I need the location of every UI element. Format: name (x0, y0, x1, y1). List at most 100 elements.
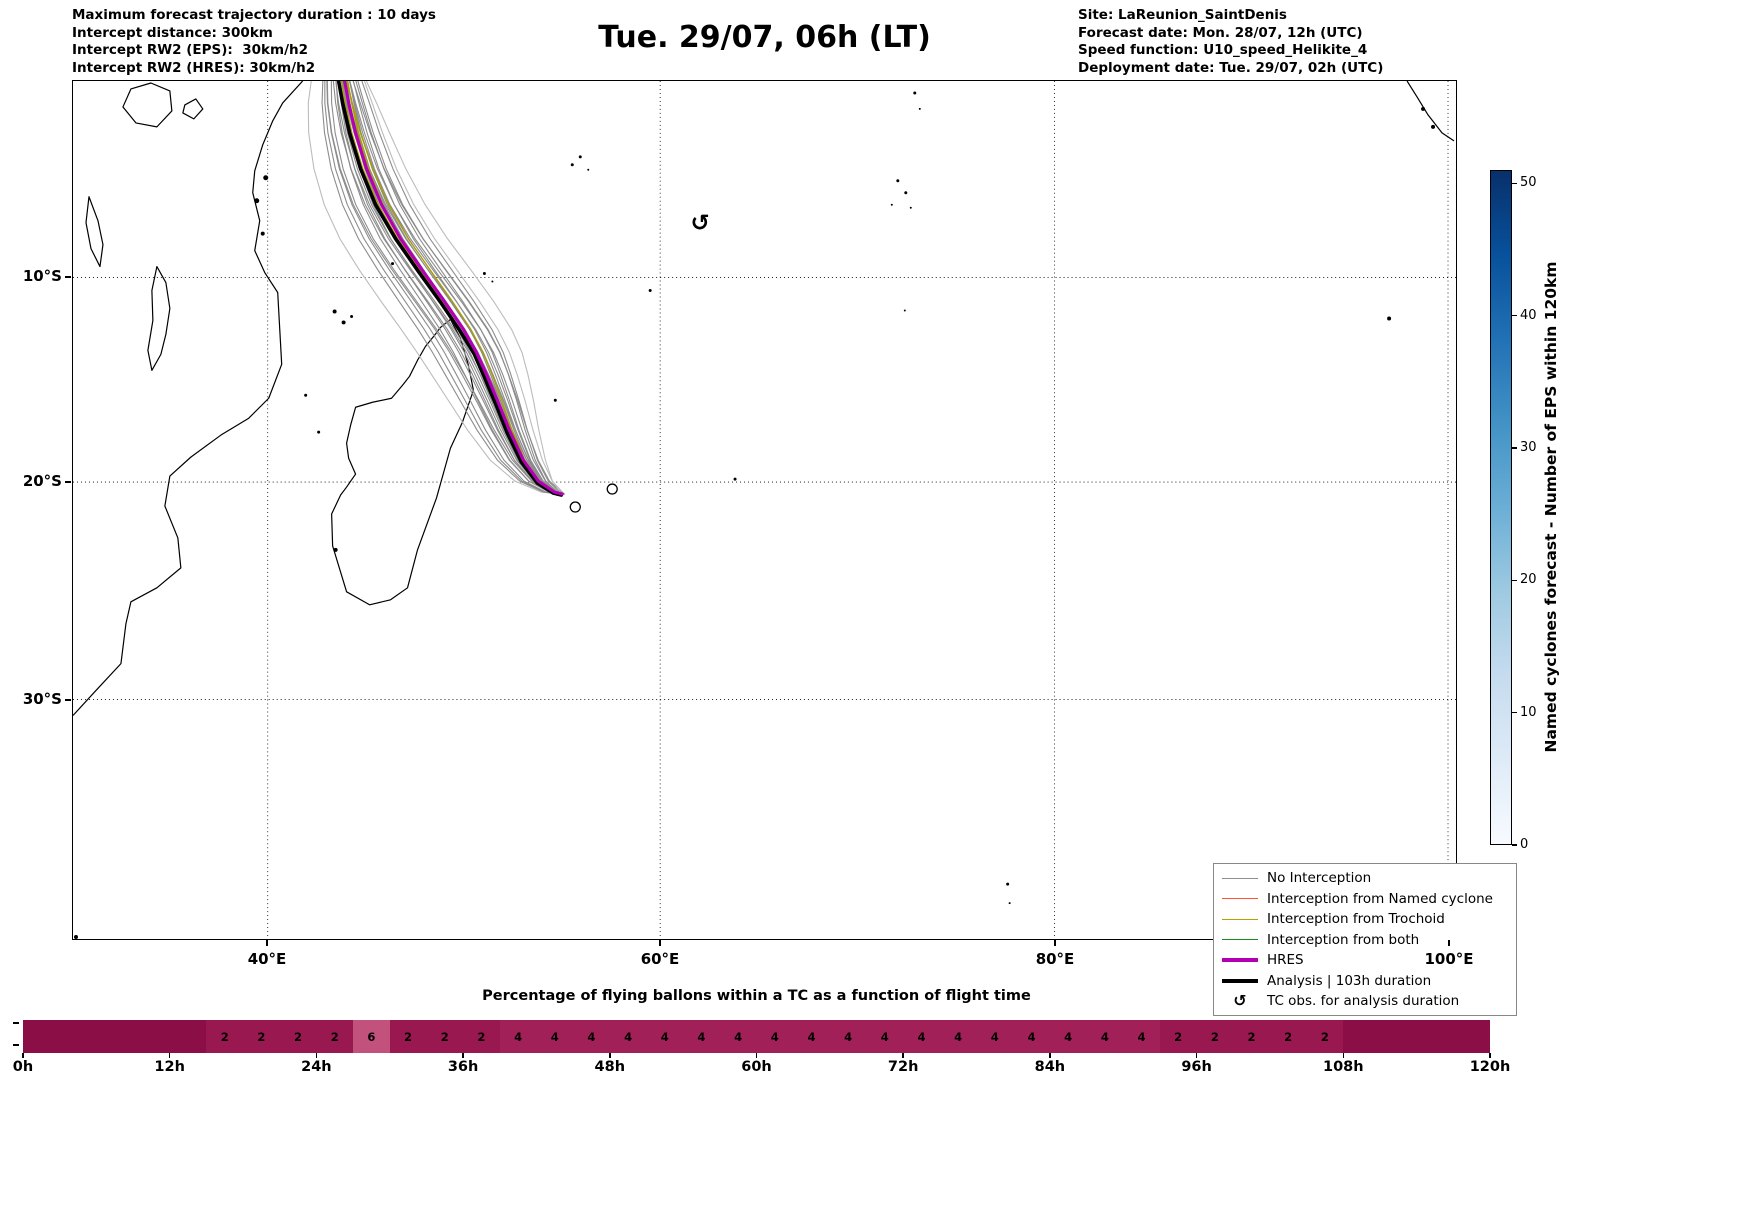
island-dot (587, 168, 590, 171)
ensemble-trajectory (342, 81, 565, 495)
island-dot (350, 314, 354, 318)
legend-item: ↺ TC obs. for analysis duration (1222, 991, 1508, 1012)
flight-bar-tick-label: 72h (887, 1059, 919, 1075)
flight-bar-cell (1453, 1020, 1490, 1053)
analysis-trajectory (336, 81, 564, 497)
legend-item: Analysis | 103h duration (1222, 971, 1508, 992)
lat-tick-label: 10°S (22, 267, 62, 285)
lon-tick-mark (659, 940, 661, 946)
flight-bar-cell: 4 (609, 1020, 647, 1053)
island-dot (913, 91, 917, 95)
island-dot (304, 393, 308, 397)
lon-tick-label: 80°E (1035, 950, 1075, 968)
map-canvas: ↺ (73, 81, 1456, 939)
tc-obs-icon: ↺ (1233, 991, 1247, 1011)
flight-bar-cell: 2 (1269, 1020, 1307, 1053)
flight-bar-cell: 2 (279, 1020, 317, 1053)
colorbar-tick-mark (1512, 712, 1517, 714)
island-dot (263, 175, 269, 181)
flight-bar-cell: 4 (903, 1020, 940, 1053)
ensemble-trajectory (352, 81, 563, 495)
legend-label: Analysis | 103h duration (1267, 972, 1432, 989)
island-dot (1008, 902, 1011, 905)
legend-line (1222, 958, 1258, 963)
flight-bar-cell: 2 (463, 1020, 500, 1053)
legend-line-sample (1222, 978, 1258, 983)
legend-line-sample (1222, 918, 1258, 920)
lon-tick-mark (266, 940, 268, 946)
flight-bar-cell: 4 (756, 1020, 794, 1053)
ensemble-trajectory (338, 81, 565, 495)
flight-bar-tick-label: 48h (594, 1059, 626, 1075)
flight-bar-cell: 4 (793, 1020, 830, 1053)
ensemble-trajectory (324, 81, 560, 495)
island-dot (482, 272, 486, 276)
lon-tick-label: 100°E (1424, 950, 1474, 968)
lon-tick-label: 60°E (640, 950, 680, 968)
header-info-line: Intercept distance: 300km (72, 24, 273, 41)
ensemble-trajectory (347, 81, 565, 495)
ensemble-trajectory (339, 81, 561, 495)
island-dot (890, 203, 893, 206)
legend-line-sample (1222, 939, 1258, 941)
coastline (147, 265, 171, 371)
header-info-line: Maximum forecast trajectory duration : 1… (72, 7, 436, 23)
flight-bar-cell: 4 (939, 1020, 977, 1053)
flight-bar-tick-label: 108h (1323, 1059, 1364, 1075)
header-info-line: Speed function: U10_speed_Helikite_4 (1078, 42, 1368, 58)
flight-bar-cell: 4 (719, 1020, 757, 1053)
flight-bar-cell: 6 (353, 1020, 390, 1053)
coastline (85, 196, 104, 268)
flight-bar-tick-label: 24h (301, 1059, 332, 1075)
flight-bar-cell (169, 1020, 207, 1053)
ensemble-trajectory (330, 81, 565, 495)
colorbar-label: Named cyclones forecast - Number of EPS … (1542, 261, 1560, 753)
header-info-line: Intercept RW2 (HRES): 30km/h2 (72, 59, 316, 76)
island-dot (904, 191, 908, 195)
flight-bar-cell: 4 (499, 1020, 537, 1053)
ensemble-trajectory (361, 81, 564, 495)
flight-bar-tick-mark (902, 1053, 904, 1058)
legend-item: Interception from Trochoid (1222, 909, 1508, 930)
ensemble-trajectory (346, 81, 562, 495)
legend-line (1222, 877, 1258, 879)
island-dot (1387, 316, 1392, 321)
coastline (331, 318, 475, 606)
flight-bar-cell: 4 (829, 1020, 867, 1053)
ensemble-trajectory (348, 81, 562, 495)
island-dot (553, 398, 557, 402)
lat-tick-mark (65, 699, 71, 701)
flight-bar-cell: 4 (866, 1020, 904, 1053)
coastline (122, 82, 173, 128)
legend-label: Interception from both (1267, 931, 1420, 948)
legend-line (1222, 939, 1258, 941)
island-dot (733, 477, 737, 481)
ensemble-trajectory (365, 81, 561, 495)
island-dot (1431, 124, 1436, 129)
flight-bar-tick-mark (315, 1053, 318, 1058)
tc-obs-icon: ↺ (690, 211, 709, 237)
lon-tick-label: 40°E (247, 950, 287, 968)
flight-bar-cell: 2 (389, 1020, 427, 1053)
flight-bar-tick-mark (1195, 1053, 1198, 1058)
ensemble-trajectory (326, 81, 560, 495)
island-dot (332, 309, 337, 314)
header-left-info: Maximum forecast trajectory duration : 1… (72, 7, 436, 77)
legend-label: No Interception (1267, 870, 1372, 887)
island-dot (648, 289, 652, 293)
legend-label: Interception from Named cyclone (1267, 890, 1493, 907)
flight-bar-title: Percentage of flying ballons within a TC… (482, 988, 1031, 1004)
flight-bar-ytick (13, 1022, 19, 1024)
legend-line-sample (1222, 877, 1258, 879)
colorbar-tick-mark (1512, 182, 1517, 184)
legend-item: No Interception (1222, 868, 1508, 889)
lat-tick-mark (65, 276, 71, 278)
legend-label: HRES (1267, 952, 1304, 969)
flight-bar-tick-mark (462, 1053, 464, 1058)
flight-bar-cell: 2 (206, 1020, 244, 1053)
coastline (73, 81, 304, 716)
flight-bar-cell: 4 (1123, 1020, 1160, 1053)
lat-tick-mark (65, 481, 71, 483)
flight-bar-tick-mark (168, 1053, 171, 1058)
